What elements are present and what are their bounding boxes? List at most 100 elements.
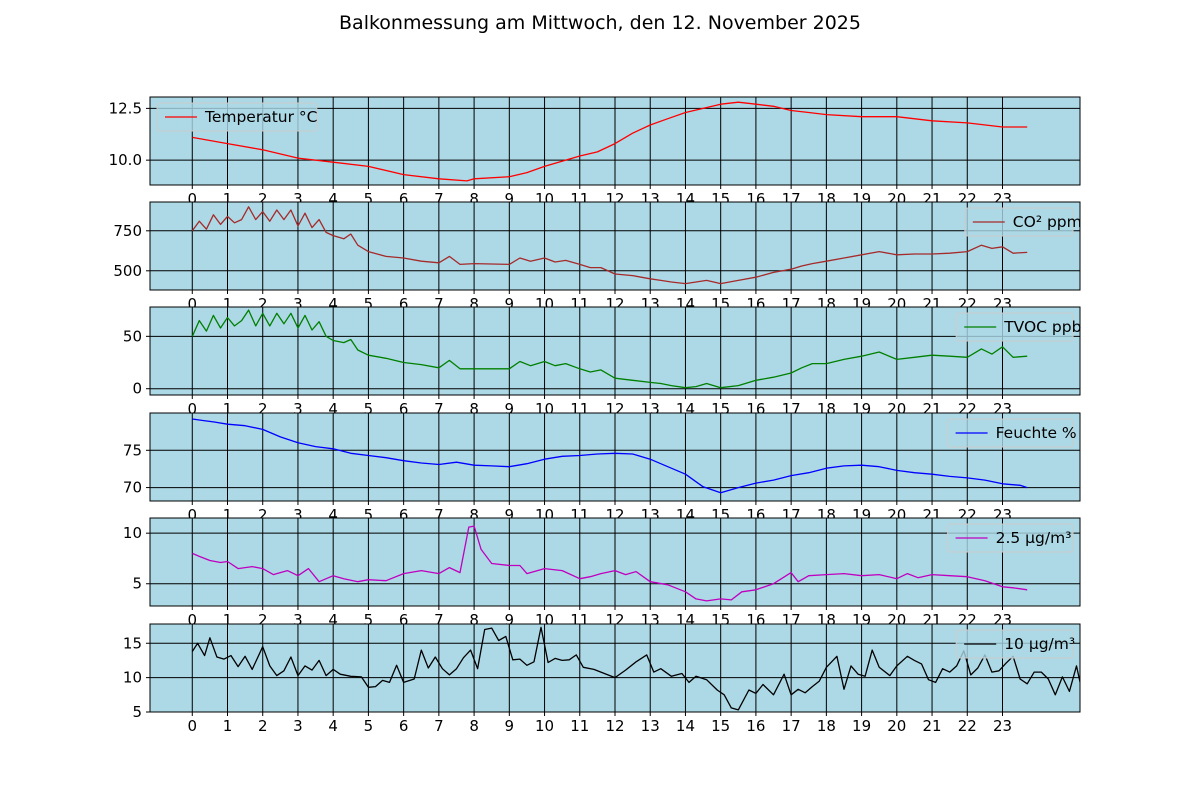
y-tick-label: 50 [123,327,142,345]
x-tick-label: 7 [434,400,444,418]
legend-box [955,312,1074,342]
legend-box [947,523,1074,553]
x-tick-label: 9 [505,506,515,524]
y-tick-label: 15 [123,634,142,652]
x-tick-label: 23 [993,717,1012,735]
x-tick-label: 8 [469,400,479,418]
x-tick-label: 0 [187,506,197,524]
x-tick-label: 9 [505,400,515,418]
x-tick-label: 6 [399,717,409,735]
legend: 2.5 µg/m³ [947,523,1074,553]
legend-box [955,629,1074,659]
x-tick-label: 9 [505,717,515,735]
y-tick-label: 750 [113,222,142,240]
series-line [192,525,1028,602]
x-tick-label: 1 [223,295,233,313]
x-tick-label: 1 [223,717,233,735]
x-tick-label: 7 [434,190,444,208]
y-tick-label: 0 [132,380,142,398]
y-tick-label: 10.0 [109,151,142,169]
x-tick-label: 8 [469,295,479,313]
x-tick-label: 1 [223,190,233,208]
x-tick-label: 22 [958,717,977,735]
x-tick-label: 16 [746,717,765,735]
legend: 10 µg/m³ [955,629,1075,659]
x-tick-label: 1 [223,611,233,629]
x-tick-label: 7 [434,506,444,524]
x-tick-label: 6 [399,190,409,208]
legend-box [947,418,1074,448]
x-tick-label: 5 [364,295,374,313]
x-tick-label: 8 [469,190,479,208]
legend-label: TVOC ppb [1003,318,1081,336]
x-tick-label: 1 [223,400,233,418]
x-tick-label: 4 [328,190,338,208]
x-tick-label: 6 [399,506,409,524]
y-tick-label: 5 [132,575,142,593]
series-line [191,309,1028,389]
legend: Temperatur °C [156,102,318,132]
series-line [191,206,1028,285]
series-line [192,418,1028,494]
x-tick-label: 2 [258,717,268,735]
x-tick-label: 12 [605,717,624,735]
x-tick-label: 0 [187,611,197,629]
x-tick-label: 21 [922,717,941,735]
y-tick-label: 500 [113,262,142,280]
x-tick-label: 7 [434,611,444,629]
x-tick-label: 2 [258,611,268,629]
x-tick-label: 2 [258,190,268,208]
x-tick-label: 8 [469,506,479,524]
x-tick-label: 9 [505,295,515,313]
y-tick-label: 10 [123,669,142,687]
x-tick-label: 3 [293,506,303,524]
x-tick-label: 1 [223,506,233,524]
legend-box [964,207,1074,237]
x-tick-label: 2 [258,400,268,418]
x-tick-label: 3 [293,611,303,629]
x-tick-label: 4 [328,717,338,735]
x-tick-label: 8 [469,717,479,735]
y-tick-label: 70 [123,479,142,497]
x-tick-label: 3 [293,400,303,418]
x-tick-label: 17 [782,717,801,735]
x-tick-label: 5 [364,717,374,735]
x-tick-label: 3 [293,717,303,735]
axes-frame [149,623,1081,713]
x-tick-label: 3 [293,190,303,208]
y-tick-label: 12.5 [109,99,142,117]
legend-label: 10 µg/m³ [1004,635,1075,653]
x-tick-label: 5 [364,611,374,629]
x-tick-label: 10 [535,717,554,735]
legend-label: Feuchte % [996,424,1077,442]
y-tick-label: 10 [123,524,142,542]
x-tick-label: 18 [817,717,836,735]
legend-label: 2.5 µg/m³ [996,529,1072,547]
legend: CO² ppm [964,207,1082,237]
x-tick-label: 4 [328,506,338,524]
x-tick-label: 2 [258,295,268,313]
x-tick-label: 13 [641,717,660,735]
x-tick-label: 4 [328,400,338,418]
x-tick-label: 3 [293,295,303,313]
legend-box [156,102,318,132]
x-tick-label: 0 [187,717,197,735]
x-tick-label: 0 [187,295,197,313]
y-tick-label: 75 [123,441,142,459]
axes-frame [149,96,1081,186]
axes-frame [149,306,1081,396]
legend: TVOC ppb [955,312,1081,342]
x-tick-label: 5 [364,190,374,208]
x-tick-label: 2 [258,506,268,524]
x-tick-label: 19 [852,717,871,735]
x-tick-label: 5 [364,506,374,524]
x-tick-label: 20 [887,717,906,735]
axes-frame [149,517,1081,607]
series-line [192,101,1028,182]
